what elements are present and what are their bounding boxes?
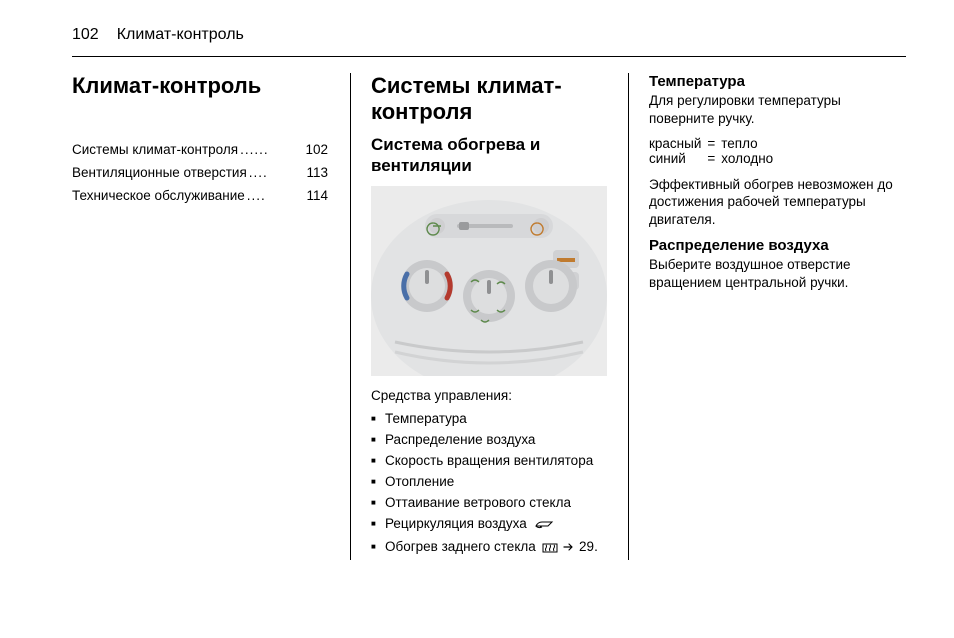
list-item-text: Рециркуляция воздуха: [385, 516, 527, 531]
list-item-text: Отопление: [385, 474, 454, 489]
list-item: Обогрев заднего стекла 29.: [371, 537, 610, 560]
chapter-heading: Климат-контроль: [72, 73, 328, 99]
list-item: Температура: [371, 409, 610, 430]
controls-label: Средства управления:: [371, 388, 610, 403]
list-item-text: Обогрев заднего стекла: [385, 539, 536, 554]
toc-dots: ......: [238, 139, 305, 162]
page-header: 102 Климат-контроль: [72, 26, 906, 50]
columns: Климат-контроль Системы климат-контроля …: [72, 73, 906, 560]
table-row: красный = тепло: [649, 136, 779, 151]
toc-dots: ....: [245, 185, 307, 208]
kv-key: красный: [649, 136, 707, 151]
list-item: Распределение воздуха: [371, 430, 610, 451]
toc-page: 114: [306, 185, 328, 208]
toc-page: 113: [306, 162, 328, 185]
kv-val: тепло: [721, 136, 779, 151]
toc-dots: ....: [247, 162, 307, 185]
kv-key: синий: [649, 151, 707, 166]
toc: Системы климат-контроля ...... 102 Венти…: [72, 139, 328, 208]
list-item: Скорость вращения вентилятора: [371, 451, 610, 472]
toc-row: Системы климат-контроля ...... 102: [72, 139, 328, 162]
kv-eq: =: [707, 136, 721, 151]
section-heading: Системы климат-контроля: [371, 73, 610, 125]
list-item-ref: 29.: [575, 539, 598, 554]
list-item: Оттаивание ветрового стекла: [371, 493, 610, 514]
toc-page: 102: [305, 139, 328, 162]
column-2: Системы климат-контроля Система обогрева…: [350, 73, 628, 560]
toc-row: Вентиляционные отверстия .... 113: [72, 162, 328, 185]
list-item-text: Скорость вращения вентилятора: [385, 453, 593, 468]
air-dist-heading: Распределение воздуха: [649, 237, 906, 254]
list-item-text: Оттаивание ветрового стекла: [385, 495, 571, 510]
toc-label: Системы климат-контроля: [72, 139, 238, 162]
list-item-text: Температура: [385, 411, 467, 426]
temperature-table: красный = тепло синий = холодно: [649, 136, 779, 166]
column-3: Температура Для регулировки температуры …: [628, 73, 906, 560]
toc-label: Техническое обслуживание: [72, 185, 245, 208]
table-row: синий = холодно: [649, 151, 779, 166]
hvac-panel-svg: [371, 186, 607, 376]
list-item: Отопление: [371, 472, 610, 493]
temperature-text: Для регулировки температуры поверните ру…: [649, 92, 906, 128]
kv-eq: =: [707, 151, 721, 166]
toc-row: Техническое обслуживание .... 114: [72, 185, 328, 208]
page-number: 102: [72, 26, 99, 44]
column-1: Климат-контроль Системы климат-контроля …: [72, 73, 350, 560]
list-item: Рециркуляция воздуха: [371, 514, 610, 537]
temperature-heading: Температура: [649, 73, 906, 90]
hvac-panel-figure: [371, 186, 607, 376]
subsection-heading: Система обогрева и вентиляции: [371, 135, 610, 176]
page: 102 Климат-контроль Климат-контроль Сист…: [0, 0, 954, 638]
rear-defrost-icon: [542, 539, 558, 560]
header-rule: [72, 56, 906, 57]
air-dist-text: Выберите воздушное отверстие вращением ц…: [649, 256, 906, 292]
controls-list: Температура Распределение воздуха Скорос…: [371, 409, 610, 559]
link-arrow-icon: [563, 539, 575, 560]
list-item-text: Распределение воздуха: [385, 432, 535, 447]
kv-val: холодно: [721, 151, 779, 166]
recirc-icon: [533, 516, 555, 537]
toc-label: Вентиляционные отверстия: [72, 162, 247, 185]
header-title: Климат-контроль: [117, 26, 244, 44]
temperature-note: Эффективный обогрев невозможен до достиж…: [649, 176, 906, 229]
